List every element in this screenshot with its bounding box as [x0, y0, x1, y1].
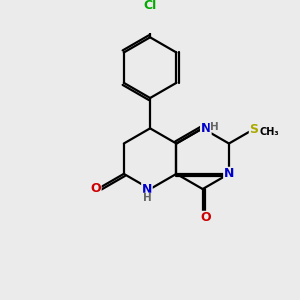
Text: Cl: Cl	[143, 0, 157, 12]
Text: S: S	[249, 123, 258, 136]
Text: N: N	[201, 122, 211, 135]
Text: O: O	[200, 212, 211, 224]
Text: O: O	[90, 182, 101, 195]
Text: H: H	[142, 193, 151, 203]
Text: H: H	[210, 122, 219, 131]
Text: CH₃: CH₃	[259, 127, 279, 137]
Text: N: N	[224, 167, 234, 180]
Text: N: N	[142, 182, 152, 196]
